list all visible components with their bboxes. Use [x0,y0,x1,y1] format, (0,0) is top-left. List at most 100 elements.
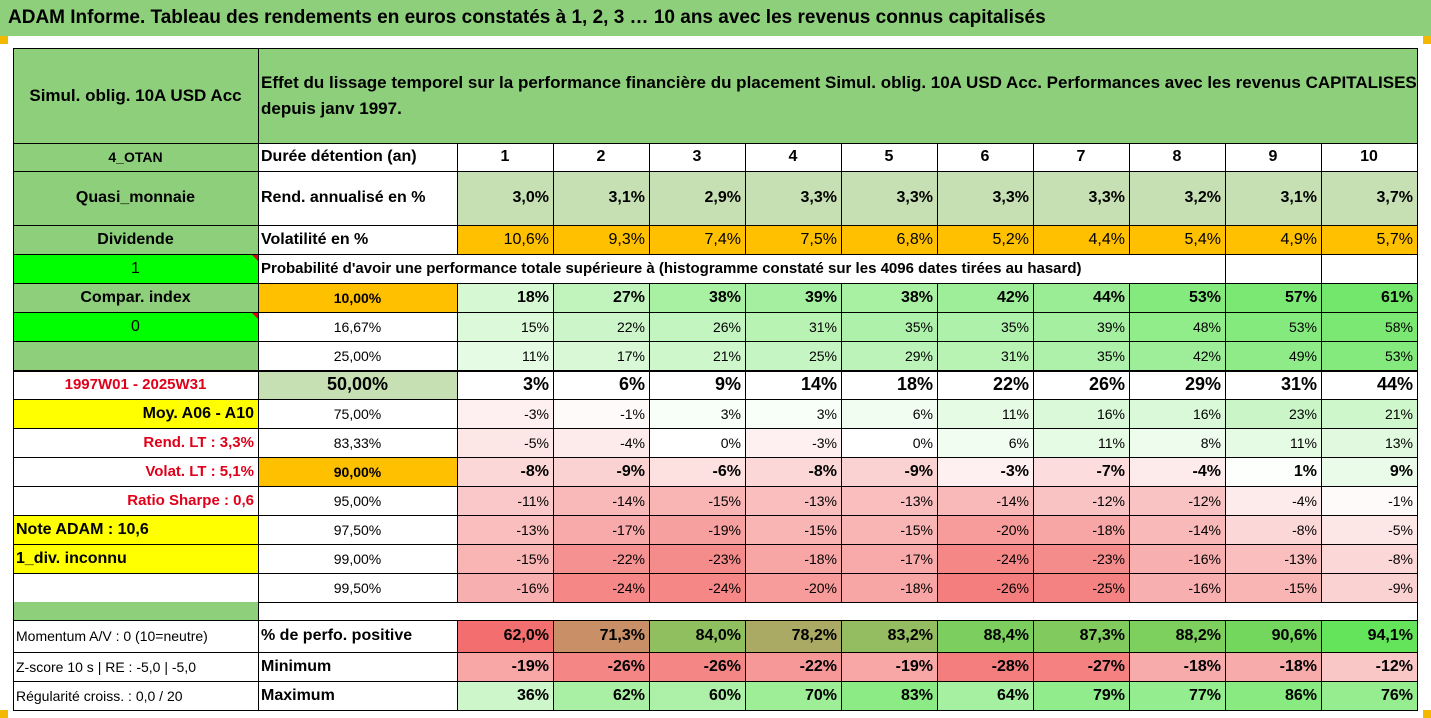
percentile-value: 8% [1129,428,1225,457]
grid-line [1321,283,1322,602]
rend-value: 2,9% [649,171,745,225]
percentile-value: 14% [745,370,841,399]
percentile-value: -20% [745,573,841,602]
grid-line [937,283,938,602]
grid-line [1033,620,1034,710]
percentile-value: -19% [649,515,745,544]
max-value: 36% [457,681,553,710]
max-label: Maximum [258,681,457,710]
max-value: 64% [937,681,1033,710]
min-value: -18% [1129,652,1225,681]
grid-line [841,143,842,254]
pos-value: 71,3% [553,620,649,652]
pos-value: 94,1% [1321,620,1417,652]
grid-line [13,312,1418,313]
percentile-label: 10,00% [258,283,457,312]
corner-marker [0,36,8,44]
min-value: -27% [1033,652,1129,681]
percentile-value: -16% [457,573,553,602]
fund-description: Effet du lissage temporel sur la perform… [258,48,1417,143]
percentile-value: -18% [745,544,841,573]
percentile-value: 53% [1129,283,1225,312]
grid-line [13,573,1418,574]
percentile-value: 3% [457,370,553,399]
percentile-value: 26% [1033,370,1129,399]
percentile-value: -23% [649,544,745,573]
percentile-value: 38% [841,283,937,312]
grid-line [13,254,1418,255]
min-value: -26% [649,652,745,681]
corner-marker [1423,710,1431,718]
grid-line [841,620,842,710]
percentile-value: -4% [1225,486,1321,515]
vol-value: 6,8% [841,225,937,254]
percentile-value: -18% [1033,515,1129,544]
percentile-value: -8% [745,457,841,486]
blank-green-cell [13,341,258,370]
selector-one: 1 [13,254,258,283]
percentile-label: 95,00% [258,486,457,515]
percentile-value: -11% [457,486,553,515]
percentile-label: 90,00% [258,457,457,486]
grid-line [13,143,1418,144]
grid-line [13,515,1418,516]
rend-lt-label: Rend. LT : 3,3% [13,428,258,457]
min-value: -22% [745,652,841,681]
percentile-value: -5% [1321,515,1417,544]
min-value: -19% [457,652,553,681]
grid-line [841,283,842,602]
grid-line [13,428,1418,429]
grid-line [13,48,14,710]
percentile-value: -15% [457,544,553,573]
percentile-value: 16% [1033,399,1129,428]
percentile-value: 39% [745,283,841,312]
blank-cell [13,573,258,602]
percentile-value: 11% [457,341,553,370]
grid-line [13,370,1418,372]
percentile-value: -13% [457,515,553,544]
percentile-value: -4% [553,428,649,457]
percentile-value: 39% [1033,312,1129,341]
rend-value: 3,1% [1225,171,1321,225]
vol-value: 5,2% [937,225,1033,254]
pos-label: % de perfo. positive [258,620,457,652]
comment-marker-icon [251,312,258,319]
percentile-value: 21% [649,341,745,370]
percentile-value: 44% [1033,283,1129,312]
percentile-value: 26% [649,312,745,341]
percentile-value: -13% [1225,544,1321,573]
percentile-value: 27% [553,283,649,312]
corner-marker [0,710,8,718]
percentile-label: 99,00% [258,544,457,573]
note-adam-label: Note ADAM : 10,6 [13,515,258,544]
percentile-label: 75,00% [258,399,457,428]
percentile-value: 35% [841,312,937,341]
grid-line [13,48,1418,49]
percentile-value: -7% [1033,457,1129,486]
grid-line [1129,620,1130,710]
grid-line [745,620,746,710]
grid-line [745,283,746,602]
percentile-value: 31% [745,312,841,341]
percentile-value: 58% [1321,312,1417,341]
percentile-value: 44% [1321,370,1417,399]
percentile-value: 1% [1225,457,1321,486]
percentile-value: 42% [937,283,1033,312]
year-header: 8 [1129,143,1225,171]
vol-value: 7,5% [745,225,841,254]
percentile-value: 18% [457,283,553,312]
vol-value: 5,4% [1129,225,1225,254]
period-label: 1997W01 - 2025W31 [13,370,258,399]
percentile-value: 6% [841,399,937,428]
percentile-value: 25% [745,341,841,370]
percentile-value: 61% [1321,283,1417,312]
grid-line [553,620,554,710]
percentile-value: 18% [841,370,937,399]
percentile-value: 53% [1321,341,1417,370]
percentile-value: -26% [937,573,1033,602]
percentile-value: -20% [937,515,1033,544]
percentile-value: -15% [745,515,841,544]
percentile-value: -25% [1033,573,1129,602]
grid-line [553,143,554,254]
